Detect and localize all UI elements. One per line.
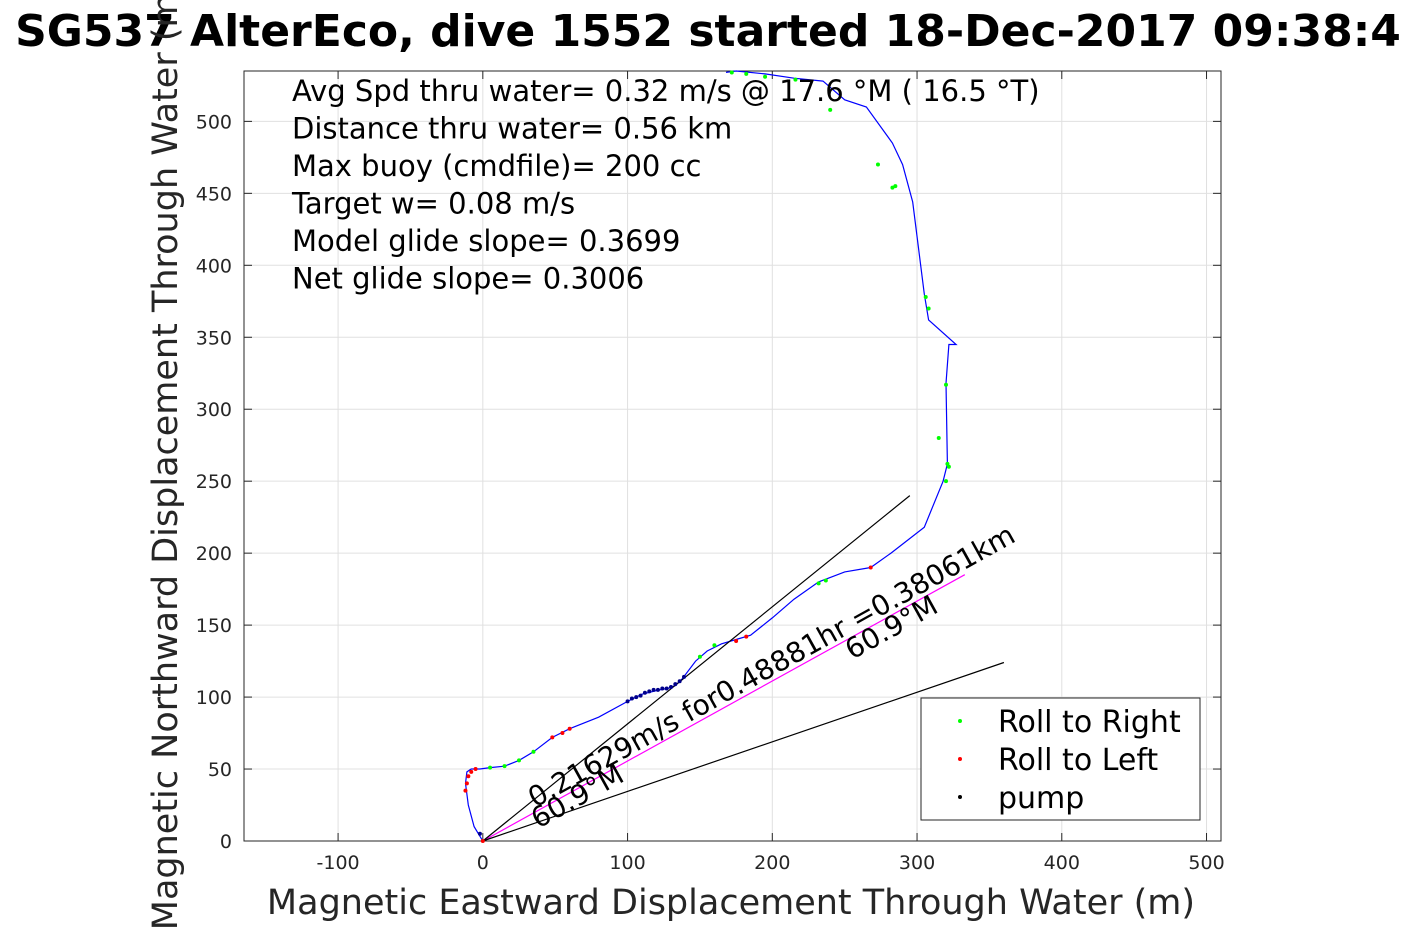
annotation-line: Net glide slope= 0.3006: [292, 262, 644, 296]
left-point: [550, 735, 555, 740]
y-tick-label: 150: [196, 615, 232, 637]
annotation-line: Max buoy (cmdfile)= 200 cc: [292, 149, 701, 183]
left-point: [560, 731, 565, 736]
right-point: [946, 464, 951, 469]
right-point: [502, 764, 507, 769]
annotation-line: Target w= 0.08 m/s: [291, 187, 575, 221]
left-point: [463, 788, 468, 793]
right-point: [793, 77, 798, 82]
black-line-series: [482, 661, 1005, 842]
right-point: [926, 306, 931, 311]
pump-point: [629, 696, 634, 701]
x-tick-label: 200: [754, 852, 790, 874]
right-point: [729, 70, 734, 75]
legend-label: pump: [998, 781, 1084, 816]
right-point: [763, 74, 768, 79]
right-point: [943, 382, 948, 387]
pump-point: [634, 695, 639, 700]
annotation-line: Model glide slope= 0.3699: [292, 224, 680, 258]
y-tick-label: 250: [196, 471, 232, 493]
left-point: [744, 634, 749, 639]
pump-point: [660, 686, 665, 691]
right-point: [697, 654, 702, 659]
x-tick-label: 0: [477, 852, 489, 874]
annotation-line: Distance thru water= 0.56 km: [292, 112, 732, 146]
tick-layer: -100 0 100 200 300 400 500 0 50 100 150 200 250 300 35…: [196, 71, 1225, 874]
right-point: [816, 581, 821, 586]
right-point: [531, 749, 536, 754]
pump-point: [651, 687, 656, 692]
left-point: [466, 774, 471, 779]
right-point: [936, 436, 941, 441]
pump-point: [638, 693, 643, 698]
y-tick-label: 0: [220, 831, 232, 853]
y-tick-label: 100: [196, 687, 232, 709]
y-tick-label: 350: [196, 327, 232, 349]
x-tick-label: -100: [317, 852, 360, 874]
legend-marker: [958, 757, 962, 761]
left-point: [469, 769, 474, 774]
y-tick-label: 50: [208, 759, 232, 781]
left-point: [464, 781, 469, 786]
x-tick-label: 500: [1188, 852, 1224, 874]
pump-point: [668, 685, 673, 689]
pump-point: [655, 687, 660, 692]
right-point: [923, 294, 928, 299]
x-tick-label: 100: [609, 852, 645, 874]
left-point: [734, 638, 739, 643]
right-point: [893, 184, 898, 189]
black-line-series: [482, 495, 911, 842]
y-tick-label: 450: [196, 183, 232, 205]
legend-label: Roll to Right: [998, 705, 1181, 740]
pump-point: [682, 674, 687, 679]
y-axis-label: Magnetic Northward Displacement Through …: [146, 0, 186, 930]
y-tick-label: 400: [196, 255, 232, 277]
right-point: [823, 578, 828, 583]
right-point: [712, 643, 717, 648]
left-point: [868, 565, 873, 570]
legend-box: [920, 697, 1201, 821]
right-point: [744, 71, 749, 76]
pump-point: [673, 682, 678, 687]
x-axis-label: Magnetic Eastward Displacement Through W…: [267, 883, 1195, 923]
annotation-line: Avg Spd thru water= 0.32 m/s @ 17.6 °M (…: [292, 74, 1040, 108]
y-tick-label: 300: [196, 399, 232, 421]
pump-point: [647, 689, 652, 694]
left-point: [473, 767, 478, 772]
y-tick-label: 200: [196, 543, 232, 565]
magenta-line-series: [482, 574, 966, 842]
right-point: [517, 758, 522, 763]
chart-title: SG537 AlterEco, dive 1552 started 18-Dec…: [15, 6, 1401, 57]
grid: [244, 71, 1221, 842]
right-point: [828, 107, 833, 112]
legend-label: Roll to Left: [998, 743, 1158, 778]
right-point: [875, 162, 880, 167]
legend-marker: [958, 795, 962, 799]
pump-point: [677, 679, 682, 684]
pump-point: [477, 831, 482, 836]
legend-marker: [958, 719, 962, 723]
x-tick-label: 300: [899, 852, 935, 874]
left-point: [480, 839, 485, 843]
x-tick-label: 400: [1044, 852, 1080, 874]
pump-point: [625, 699, 630, 704]
data-layer: [463, 70, 1005, 843]
right-point: [488, 765, 493, 770]
pump-point: [642, 690, 647, 695]
y-tick-label: 500: [196, 111, 232, 133]
left-point: [567, 726, 572, 731]
pump-point: [664, 686, 669, 691]
right-point: [943, 479, 948, 484]
